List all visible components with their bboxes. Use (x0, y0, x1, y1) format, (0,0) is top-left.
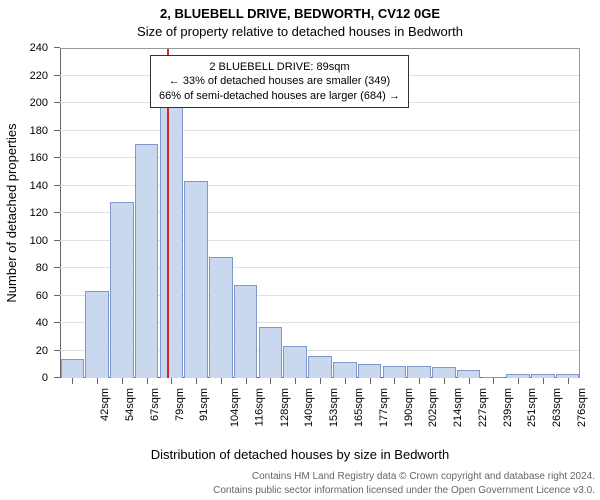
x-tick-label: 263sqm (551, 388, 563, 427)
histogram-bar (234, 285, 258, 379)
x-tick-label: 251sqm (526, 388, 538, 427)
annotation-line: ← 33% of detached houses are smaller (34… (159, 74, 400, 88)
x-tick (394, 378, 395, 384)
histogram-bar (135, 144, 159, 378)
y-tick (54, 377, 60, 378)
x-tick-label: 153sqm (328, 388, 340, 427)
x-tick (221, 378, 222, 384)
x-tick-label: 128sqm (279, 388, 291, 427)
histogram-bar (184, 181, 208, 378)
histogram-bar (160, 106, 184, 378)
y-tick (54, 295, 60, 296)
plot-area: 02040608010012014016018020022024042sqm54… (60, 48, 580, 378)
x-tick-label: 202sqm (427, 388, 439, 427)
histogram-bar (358, 364, 382, 378)
x-tick (147, 378, 148, 384)
x-tick-label: 54sqm (124, 388, 136, 421)
x-tick (568, 378, 569, 384)
y-axis-label: Number of detached properties (4, 48, 19, 378)
x-tick (345, 378, 346, 384)
chart-title-line2: Size of property relative to detached ho… (0, 24, 600, 39)
x-tick (469, 378, 470, 384)
histogram-bar (209, 257, 233, 378)
x-tick (320, 378, 321, 384)
histogram-bar (283, 346, 307, 378)
x-tick (270, 378, 271, 384)
x-tick (72, 378, 73, 384)
x-tick-label: 91sqm (198, 388, 210, 421)
y-tick (54, 185, 60, 186)
histogram-bar (432, 367, 456, 378)
x-tick-label: 239sqm (502, 388, 514, 427)
y-tick (54, 267, 60, 268)
histogram-bar (259, 327, 283, 378)
y-tick-label: 220 (30, 70, 48, 82)
annotation-line: 66% of semi-detached houses are larger (… (159, 89, 400, 103)
y-tick (54, 240, 60, 241)
x-tick (419, 378, 420, 384)
y-tick-label: 40 (36, 317, 48, 329)
histogram-bar (407, 366, 431, 378)
chart-title-line1: 2, BLUEBELL DRIVE, BEDWORTH, CV12 0GE (0, 6, 600, 21)
x-tick (295, 378, 296, 384)
histogram-bar (110, 202, 134, 378)
y-tick (54, 75, 60, 76)
y-tick (54, 47, 60, 48)
y-tick-label: 20 (36, 345, 48, 357)
histogram-bar (61, 359, 85, 378)
y-tick (54, 212, 60, 213)
x-tick (246, 378, 247, 384)
y-tick-label: 140 (30, 180, 48, 192)
y-tick (54, 130, 60, 131)
y-tick-label: 0 (42, 372, 48, 384)
gridline (60, 130, 579, 131)
x-tick (196, 378, 197, 384)
y-tick (54, 350, 60, 351)
x-tick (518, 378, 519, 384)
annotation-line: 2 BLUEBELL DRIVE: 89sqm (159, 60, 400, 74)
footer-line2: Contains public sector information licen… (0, 485, 595, 496)
x-tick-label: 190sqm (403, 388, 415, 427)
x-tick-label: 104sqm (229, 388, 241, 427)
x-tick-label: 42sqm (99, 388, 111, 421)
x-tick-label: 116sqm (253, 388, 265, 426)
y-tick (54, 322, 60, 323)
x-tick (543, 378, 544, 384)
y-tick-label: 160 (30, 152, 48, 164)
x-tick-label: 140sqm (304, 388, 316, 427)
x-tick (493, 378, 494, 384)
histogram-bar (457, 370, 481, 378)
x-tick (122, 378, 123, 384)
x-axis-label: Distribution of detached houses by size … (0, 447, 600, 462)
histogram-bar (333, 362, 357, 379)
y-axis-line (60, 49, 61, 378)
y-tick-label: 60 (36, 290, 48, 302)
x-tick-label: 177sqm (378, 388, 390, 427)
x-tick (370, 378, 371, 384)
y-tick-label: 80 (36, 262, 48, 274)
y-tick (54, 102, 60, 103)
x-tick-label: 67sqm (149, 388, 161, 421)
x-tick (97, 378, 98, 384)
y-tick-label: 240 (30, 42, 48, 54)
y-tick-label: 120 (30, 207, 48, 219)
x-tick-label: 227sqm (477, 388, 489, 427)
x-tick (171, 378, 172, 384)
y-tick-label: 200 (30, 97, 48, 109)
footer-line1: Contains HM Land Registry data © Crown c… (0, 471, 595, 482)
annotation-box: 2 BLUEBELL DRIVE: 89sqm← 33% of detached… (150, 55, 409, 108)
histogram-bar (308, 356, 332, 378)
x-tick (444, 378, 445, 384)
y-tick (54, 157, 60, 158)
x-tick-label: 79sqm (174, 388, 186, 421)
x-tick-label: 276sqm (576, 388, 588, 427)
y-tick-label: 180 (30, 125, 48, 137)
histogram-bar (85, 291, 109, 378)
histogram-bar (383, 366, 407, 378)
x-tick-label: 214sqm (452, 388, 464, 427)
histogram-chart: 2, BLUEBELL DRIVE, BEDWORTH, CV12 0GE Si… (0, 0, 600, 500)
x-tick-label: 165sqm (353, 388, 365, 427)
y-tick-label: 100 (30, 235, 48, 247)
